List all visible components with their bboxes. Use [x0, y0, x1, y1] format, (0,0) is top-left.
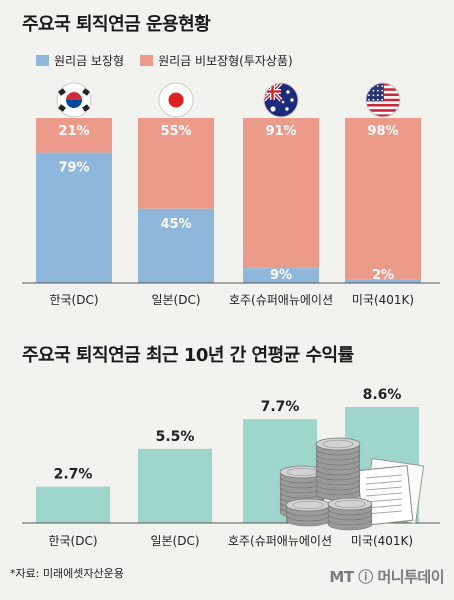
label-nonguaranteed: 55%	[160, 124, 191, 139]
stacked-bar-chart: 21% 79% 한국(DC) 55% 45% 일본(DC) 91% 9% 호주(슈퍼애뉴에이션 9…	[22, 82, 440, 307]
label-nonguaranteed: 21%	[58, 124, 89, 139]
bar-nonguaranteed	[243, 118, 319, 269]
chart2-title: 주요국 퇴직연금 최근 10년 간 연평균 수익률	[22, 345, 354, 366]
bar-guaranteed	[36, 152, 112, 283]
legend-item-nonguaranteed: 원리금 비보장형(투자상품)	[140, 52, 293, 69]
category-label: 호주(슈퍼애뉴에이션	[228, 534, 332, 548]
legend-swatch-nonguaranteed	[140, 55, 154, 66]
label-guaranteed: 9%	[270, 268, 292, 283]
return-bar	[138, 448, 212, 523]
return-value-label: 5.5%	[156, 429, 195, 445]
source-note: *자료: 미래에셋자산운용	[10, 567, 124, 580]
japan-flag-icon	[158, 82, 194, 118]
return-value-label: 2.7%	[54, 467, 93, 483]
category-label: 미국(401K)	[351, 534, 413, 548]
label-guaranteed: 45%	[160, 217, 191, 232]
bar-guaranteed	[243, 268, 319, 283]
bar-guaranteed	[345, 279, 421, 283]
category-label: 한국(DC)	[48, 534, 97, 548]
bar-guaranteed	[138, 208, 214, 283]
legend-label-nonguaranteed: 원리금 비보장형(투자상품)	[158, 54, 293, 68]
bar-nonguaranteed	[138, 118, 214, 209]
publisher-logo: MT ⓘ 머니투데이	[329, 568, 444, 586]
category-label: 일본(DC)	[150, 534, 199, 548]
chart1-title: 주요국 퇴직연금 운용현황	[22, 14, 211, 35]
category-label: 미국(401K)	[352, 293, 414, 307]
legend-label-guaranteed: 원리금 보장형	[54, 54, 125, 68]
coins-illustration	[279, 437, 425, 531]
legend-swatch-guaranteed	[36, 55, 49, 66]
chart1-legend: 원리금 보장형 원리금 비보장형(투자상품)	[36, 52, 293, 69]
category-label: 일본(DC)	[151, 293, 200, 307]
legend-item-guaranteed: 원리금 보장형	[36, 52, 124, 69]
usa-flag-icon	[366, 83, 400, 117]
return-value-label: 8.6%	[363, 387, 402, 403]
label-guaranteed: 2%	[372, 268, 394, 283]
category-label: 호주(슈퍼애뉴에이션	[229, 293, 333, 307]
bar-nonguaranteed	[345, 118, 421, 280]
label-nonguaranteed: 91%	[265, 124, 296, 139]
bar-nonguaranteed	[36, 118, 112, 153]
return-bar	[36, 486, 110, 523]
label-nonguaranteed: 98%	[367, 124, 398, 139]
korea-flag-icon	[56, 82, 92, 118]
return-value-label: 7.7%	[261, 399, 300, 415]
category-label: 한국(DC)	[49, 293, 98, 307]
label-guaranteed: 79%	[58, 161, 89, 176]
